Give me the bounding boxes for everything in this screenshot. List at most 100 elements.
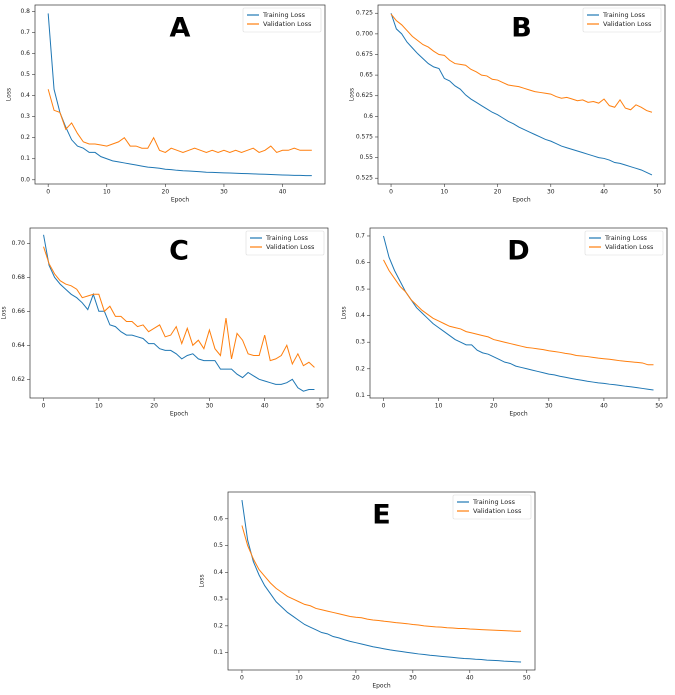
y-axis-label: Loss xyxy=(1,306,8,319)
y-tick-label: 0.1 xyxy=(20,155,30,162)
y-tick-label: 0.6 xyxy=(20,50,30,57)
panel-label: C xyxy=(169,236,189,267)
x-tick-label: 20 xyxy=(352,675,360,682)
legend-label: Validation Loss xyxy=(263,20,312,28)
y-tick-label: 0.5 xyxy=(213,542,223,549)
y-tick-label: 0.575 xyxy=(356,133,373,140)
chart-panel: 0 10 20 30 40 50 0.1 0.2 0.3 0.4 0.5 0.6 Epoch Loss E T… xyxy=(199,491,536,690)
y-tick-label: 0.68 xyxy=(12,274,26,281)
x-tick-label: 40 xyxy=(466,675,474,682)
y-tick-label: 0.2 xyxy=(20,134,30,141)
x-tick-label: 20 xyxy=(162,189,170,196)
plot-frame xyxy=(34,4,326,185)
y-tick-label: 0.65 xyxy=(360,72,374,79)
y-tick-label: 0.3 xyxy=(213,596,223,603)
x-tick-label: 40 xyxy=(279,189,287,196)
legend-label: Training Loss xyxy=(262,11,306,19)
legend-label: Training Loss xyxy=(265,234,309,242)
y-tick-label: 0.725 xyxy=(356,10,373,17)
x-tick-label: 30 xyxy=(206,403,214,410)
y-tick-label: 0.6 xyxy=(213,515,223,522)
y-tick-label: 0.7 xyxy=(20,29,30,36)
y-tick-label: 0.2 xyxy=(213,622,223,629)
x-tick-label: 10 xyxy=(103,189,111,196)
legend-label: Training Loss xyxy=(602,11,646,19)
y-tick-label: 0.55 xyxy=(360,154,374,161)
y-axis-label: Loss xyxy=(349,88,356,101)
y-tick-label: 0.3 xyxy=(355,339,365,346)
x-tick-label: 0 xyxy=(389,189,393,196)
legend-label: Validation Loss xyxy=(603,20,652,28)
legend-box xyxy=(584,230,664,256)
y-tick-label: 0.6 xyxy=(355,259,365,266)
x-axis-label: Epoch xyxy=(509,411,528,418)
y-tick-label: 0.8 xyxy=(20,8,30,15)
series-line xyxy=(390,13,653,176)
panel-label: B xyxy=(511,13,532,44)
y-tick-label: 0.5 xyxy=(20,71,30,78)
y-tick-label: 0.6 xyxy=(363,113,373,120)
y-axis-label: Loss xyxy=(199,574,206,587)
plot-frame xyxy=(369,227,668,399)
series-line xyxy=(47,89,312,153)
series-line xyxy=(43,246,315,368)
y-tick-label: 0.66 xyxy=(12,308,26,315)
legend-box xyxy=(242,7,322,33)
y-tick-label: 0.4 xyxy=(355,312,365,319)
y-tick-label: 0.64 xyxy=(12,342,26,349)
y-tick-label: 0.62 xyxy=(12,376,26,383)
x-tick-label: 10 xyxy=(295,675,303,682)
x-tick-label: 30 xyxy=(409,675,417,682)
x-tick-label: 0 xyxy=(382,403,386,410)
y-tick-label: 0.700 xyxy=(356,30,373,37)
x-tick-label: 0 xyxy=(42,403,46,410)
x-tick-label: 50 xyxy=(655,403,663,410)
y-tick-label: 0.4 xyxy=(20,92,30,99)
y-axis-label: Loss xyxy=(6,88,13,101)
series-line xyxy=(383,235,654,391)
y-tick-label: 0.1 xyxy=(213,649,223,656)
y-tick-label: 0.0 xyxy=(20,176,30,183)
x-tick-label: 10 xyxy=(95,403,103,410)
x-tick-label: 40 xyxy=(600,403,608,410)
x-tick-label: 30 xyxy=(547,189,555,196)
y-tick-label: 0.625 xyxy=(356,92,373,99)
chart-panel: 0 10 20 30 40 0.0 0.1 0.2 0.3 0.4 0.5 0.6 0.7 0.8 Epoc… xyxy=(6,4,326,204)
panel-label: D xyxy=(507,236,529,267)
chart-panel: 0 10 20 30 40 50 0.62 0.64 0.66 0.68 0.70 Epoch Loss… xyxy=(1,227,329,418)
legend-box xyxy=(452,494,532,520)
y-tick-label: 0.1 xyxy=(355,392,365,399)
y-tick-label: 0.70 xyxy=(12,240,26,247)
legend-label: Validation Loss xyxy=(605,243,654,251)
x-tick-label: 40 xyxy=(600,189,608,196)
y-tick-label: 0.3 xyxy=(20,113,30,120)
x-tick-label: 10 xyxy=(435,403,443,410)
series-line xyxy=(241,525,522,632)
y-tick-label: 0.525 xyxy=(356,175,373,182)
series-line xyxy=(390,13,653,113)
x-axis-label: Epoch xyxy=(512,197,531,204)
x-tick-label: 20 xyxy=(490,403,498,410)
x-axis-label: Epoch xyxy=(170,411,189,418)
x-tick-label: 10 xyxy=(440,189,448,196)
legend-label: Training Loss xyxy=(472,498,516,506)
legend-box xyxy=(245,230,325,256)
series-line xyxy=(241,499,522,663)
legend-label: Validation Loss xyxy=(473,507,522,515)
panel-label: A xyxy=(170,13,191,44)
legend-box xyxy=(582,7,662,33)
chart-panel: 0 10 20 30 40 50 0.1 0.2 0.3 0.4 0.5 0.6 0.7 Epoch Los… xyxy=(341,227,668,418)
plot-frame xyxy=(29,227,329,399)
x-tick-label: 20 xyxy=(494,189,502,196)
x-tick-label: 30 xyxy=(220,189,228,196)
x-tick-label: 0 xyxy=(46,189,50,196)
x-tick-label: 50 xyxy=(316,403,324,410)
x-tick-label: 50 xyxy=(523,675,531,682)
y-tick-label: 0.4 xyxy=(213,569,223,576)
y-tick-label: 0.7 xyxy=(355,232,365,239)
